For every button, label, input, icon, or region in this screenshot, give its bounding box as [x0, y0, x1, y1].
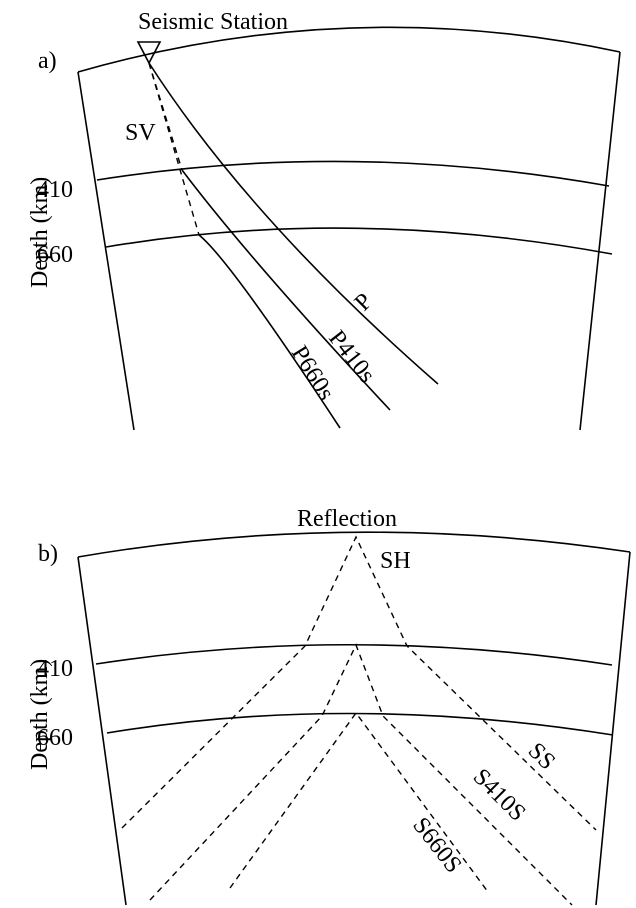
- reflection-label: Reflection: [297, 506, 397, 532]
- panel-a-label: a): [38, 48, 57, 74]
- discontinuity-660: [106, 712, 614, 736]
- station-triangle-icon: [136, 41, 162, 65]
- discontinuity-410: [95, 643, 613, 666]
- section-left-edge: [77, 556, 127, 906]
- ray-ss-label: SS: [523, 738, 560, 775]
- sv-ray-410: [148, 62, 183, 171]
- panel-b: Reflection b) SH 410 660 Depth (km) SS S…: [27, 506, 631, 906]
- depth-660-label: 660: [37, 242, 73, 268]
- section-right-edge: [595, 551, 631, 906]
- depth-410-label: 410: [37, 177, 73, 203]
- sv-ray-660: [148, 62, 200, 236]
- ray-ss: [121, 535, 597, 831]
- discontinuity-410: [96, 160, 610, 187]
- discontinuity-660: [105, 227, 613, 255]
- depth-410-label: 410: [37, 656, 73, 682]
- sh-label: SH: [380, 548, 411, 574]
- section-left-edge: [77, 71, 135, 431]
- depth-660-label: 660: [37, 725, 73, 751]
- panel-b-label: b): [38, 541, 58, 567]
- ray-p: [148, 62, 439, 385]
- ray-p660s: [198, 234, 341, 429]
- surface-arc: [77, 531, 631, 558]
- panel-a: Seismic Station a) SV 410 660 Depth (km)…: [27, 9, 621, 431]
- section-right-edge: [579, 51, 621, 431]
- station-label: Seismic Station: [138, 9, 288, 35]
- depth-axis-label: Depth (km): [27, 177, 53, 288]
- ray-s410s-label: S410S: [468, 764, 531, 827]
- ray-p-label: P: [350, 288, 378, 316]
- ray-s660s: [229, 711, 489, 893]
- ray-s410s: [149, 643, 573, 906]
- ray-s660s-label: S660S: [407, 813, 466, 878]
- depth-axis-label: Depth (km): [27, 659, 53, 770]
- ray-p410s: [181, 169, 391, 411]
- sv-label: SV: [125, 120, 156, 146]
